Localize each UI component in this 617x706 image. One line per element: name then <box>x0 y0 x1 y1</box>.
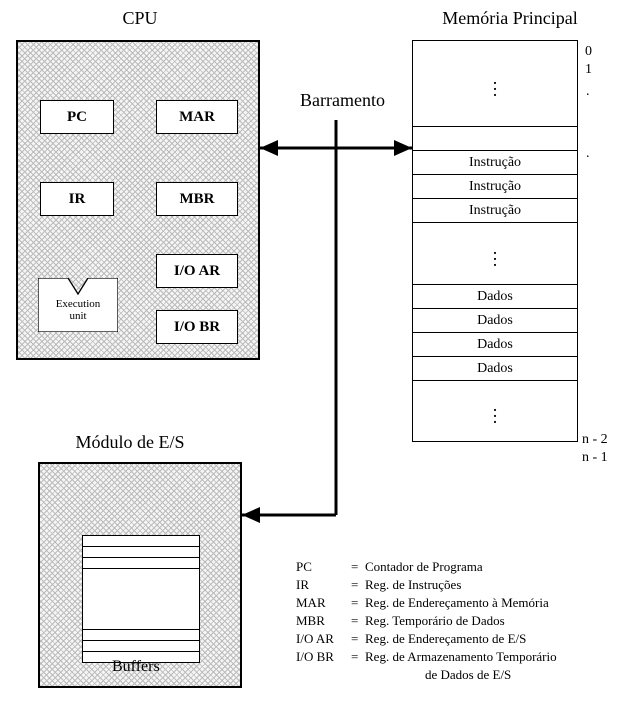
legend-val: Reg. de Endereçamento à Memória <box>365 594 612 612</box>
legend-eq: = <box>351 576 365 594</box>
legend-val: Reg. Temporário de Dados <box>365 612 612 630</box>
legend-row: IR = Reg. de Instruções <box>296 576 612 594</box>
legend-eq: = <box>351 630 365 648</box>
legend-row: MAR = Reg. de Endereçamento à Memória <box>296 594 612 612</box>
legend-key: IR <box>296 576 351 594</box>
legend-row-extra: de Dados de E/S <box>296 666 612 684</box>
legend-eq: = <box>351 612 365 630</box>
legend-row: PC = Contador de Programa <box>296 558 612 576</box>
legend-eq: = <box>351 648 365 666</box>
legend-val: Reg. de Endereçamento de E/S <box>365 630 612 648</box>
legend: PC = Contador de Programa IR = Reg. de I… <box>296 558 612 684</box>
legend-key: I/O BR <box>296 648 351 666</box>
legend-row: I/O BR = Reg. de Armazenamento Temporári… <box>296 648 612 666</box>
legend-eq: = <box>351 594 365 612</box>
legend-key: I/O AR <box>296 630 351 648</box>
legend-val-extra: de Dados de E/S <box>365 666 612 684</box>
legend-key: MBR <box>296 612 351 630</box>
legend-key: PC <box>296 558 351 576</box>
legend-key: MAR <box>296 594 351 612</box>
legend-row: I/O AR = Reg. de Endereçamento de E/S <box>296 630 612 648</box>
legend-val: Reg. de Armazenamento Temporário <box>365 648 612 666</box>
legend-eq: = <box>351 558 365 576</box>
legend-val: Contador de Programa <box>365 558 612 576</box>
legend-val: Reg. de Instruções <box>365 576 612 594</box>
legend-row: MBR = Reg. Temporário de Dados <box>296 612 612 630</box>
